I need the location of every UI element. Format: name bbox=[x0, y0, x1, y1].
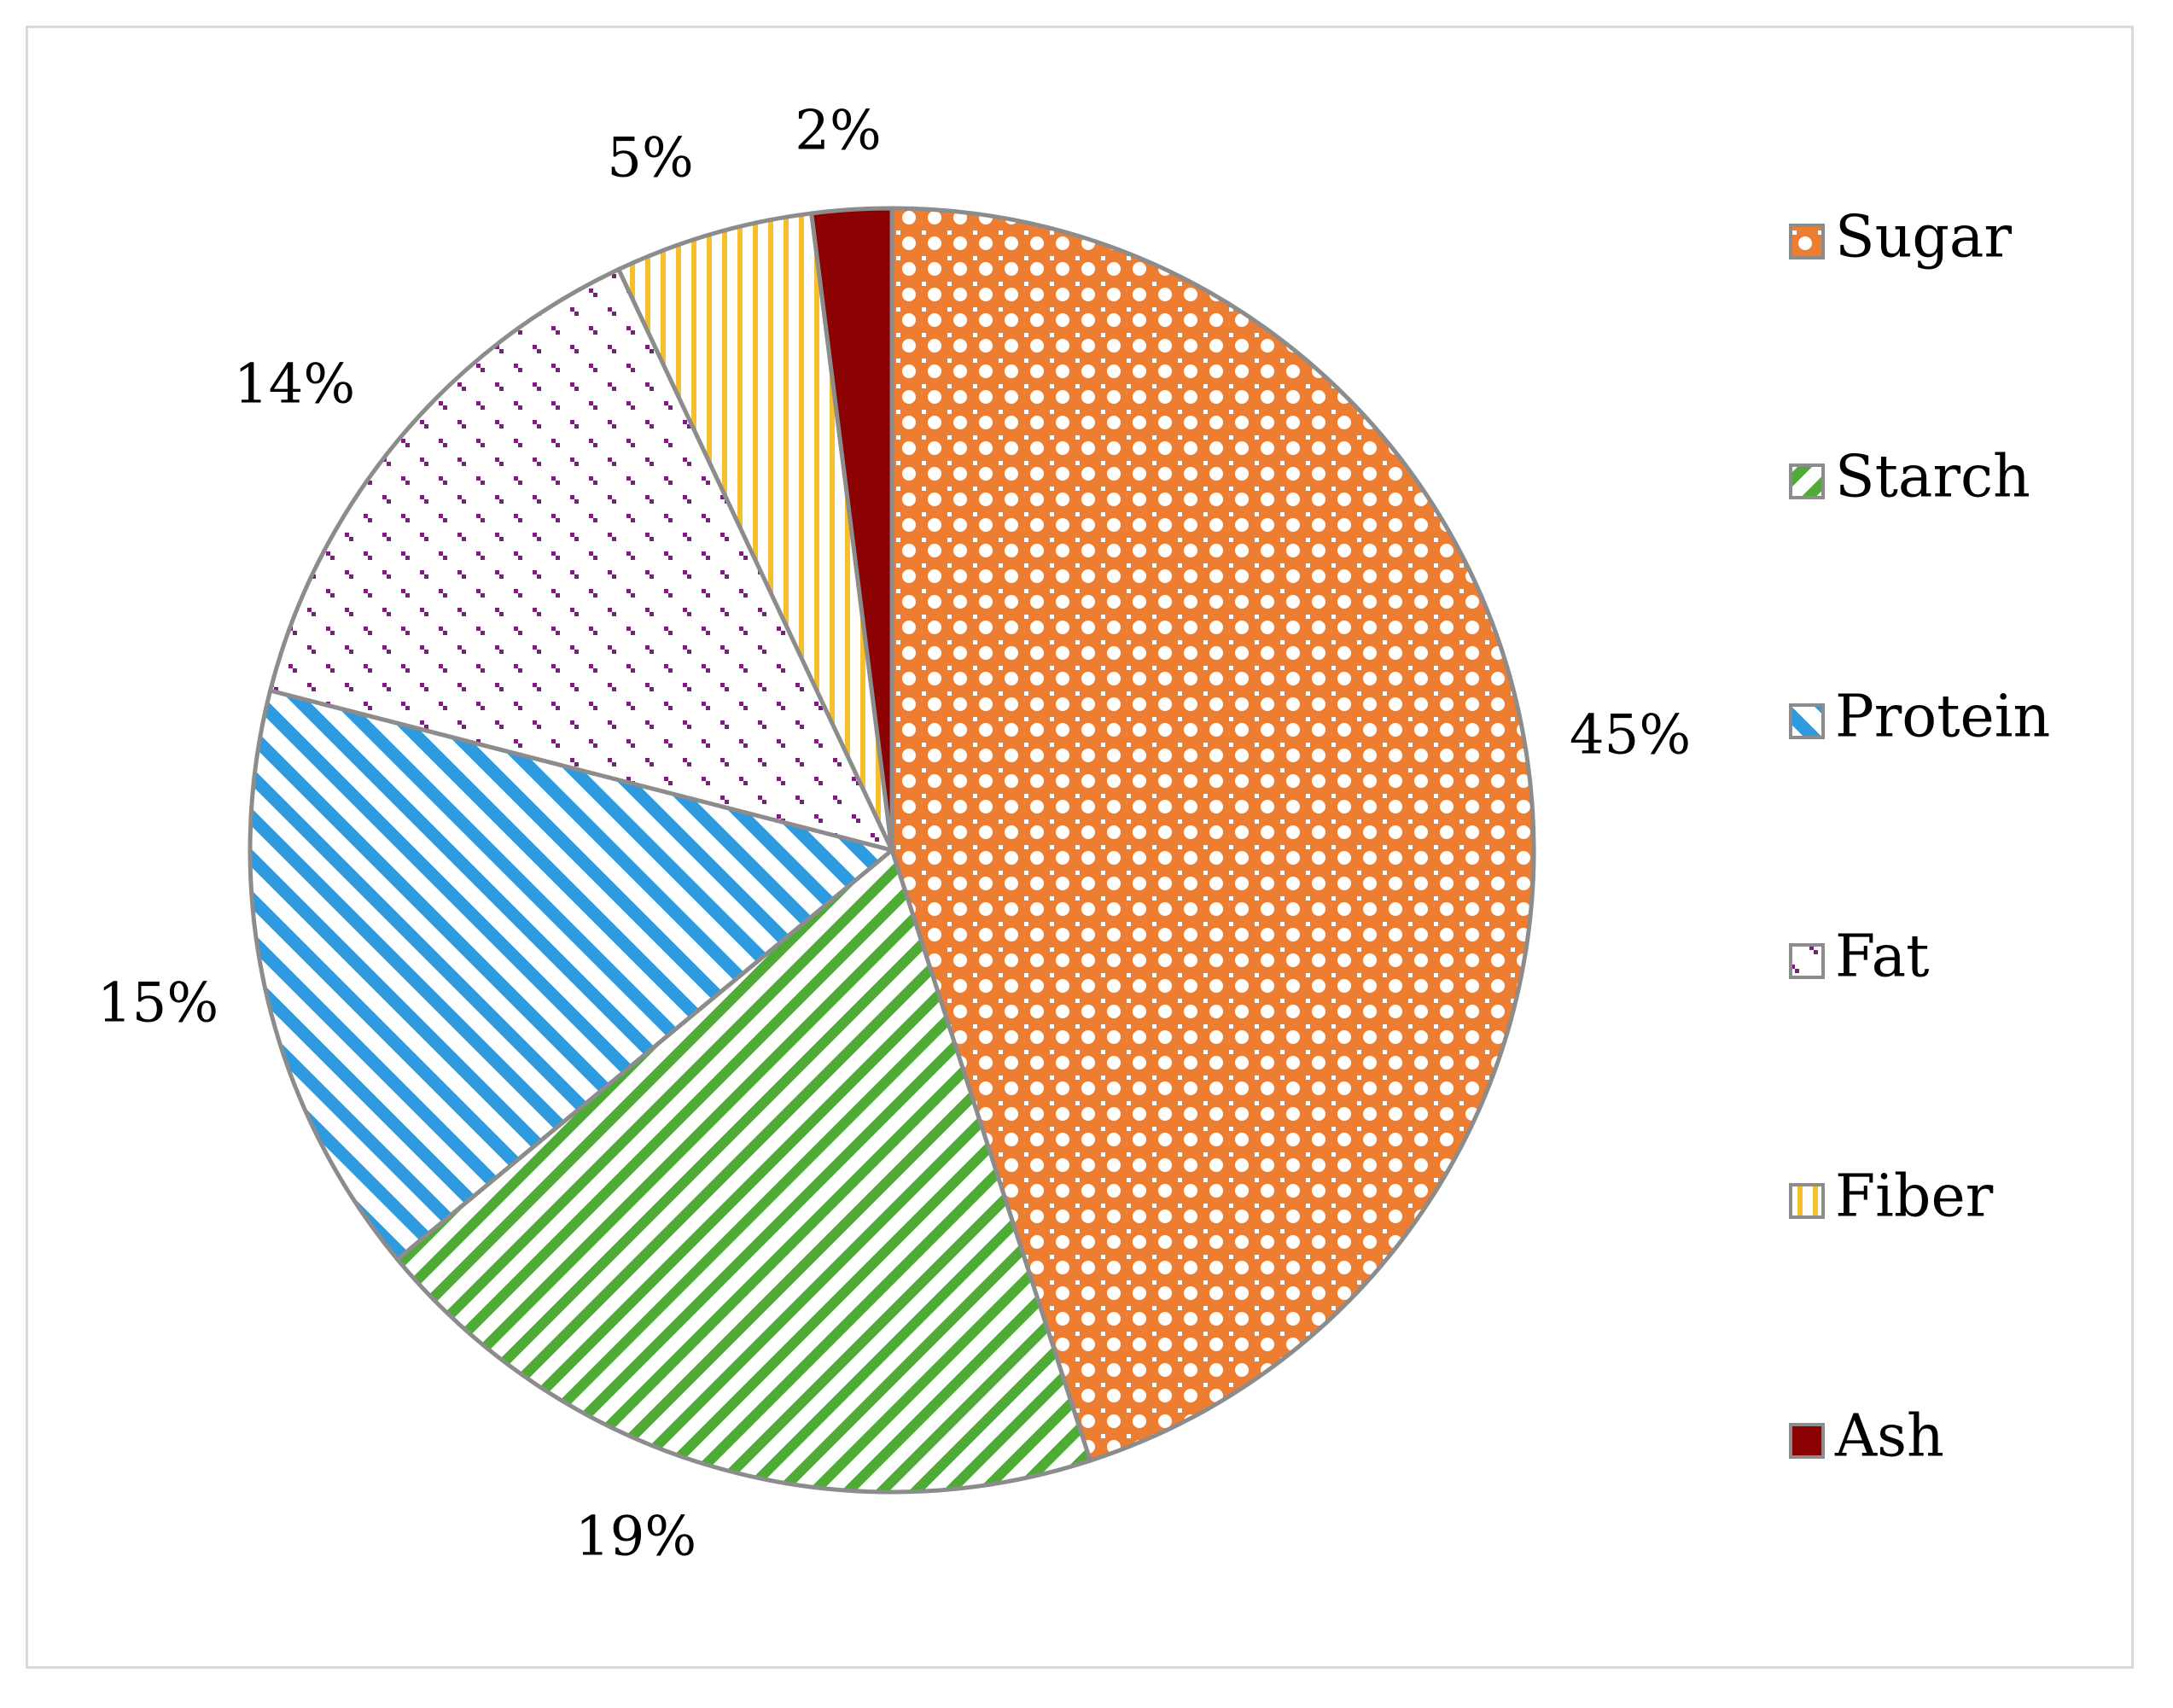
data-label-fiber: 5% bbox=[607, 127, 694, 190]
data-label-ash: 2% bbox=[795, 100, 882, 163]
legend-label-starch: Starch bbox=[1835, 444, 2030, 511]
pie-slice-fiber bbox=[616, 211, 894, 853]
pie-slice-protein bbox=[248, 688, 894, 1262]
legend-label-protein: Protein bbox=[1835, 684, 2050, 751]
legend-label-fiber: Fiber bbox=[1835, 1163, 1994, 1231]
legend-label-sugar: Sugar bbox=[1835, 204, 2012, 271]
legend-swatch-protein bbox=[1789, 703, 1825, 739]
legend-swatch-ash bbox=[1789, 1423, 1825, 1459]
pie-slice-fat bbox=[268, 267, 894, 853]
data-label-starch: 19% bbox=[575, 1506, 696, 1569]
pie-slice-ash bbox=[809, 206, 894, 853]
legend-label-ash: Ash bbox=[1834, 1403, 1944, 1471]
legend-swatch-starch bbox=[1789, 463, 1825, 499]
legend-label-fat: Fat bbox=[1835, 924, 1929, 991]
pie-slice-starch bbox=[395, 848, 1092, 1495]
legend-swatch-fat bbox=[1789, 943, 1825, 979]
data-label-sugar: 45% bbox=[1570, 704, 1691, 767]
legend-swatch-fiber bbox=[1789, 1183, 1825, 1219]
data-label-protein: 15% bbox=[97, 972, 218, 1035]
pie-slice-sugar bbox=[889, 206, 1536, 1463]
data-label-fat: 14% bbox=[234, 353, 355, 417]
legend-swatch-sugar bbox=[1789, 224, 1825, 259]
